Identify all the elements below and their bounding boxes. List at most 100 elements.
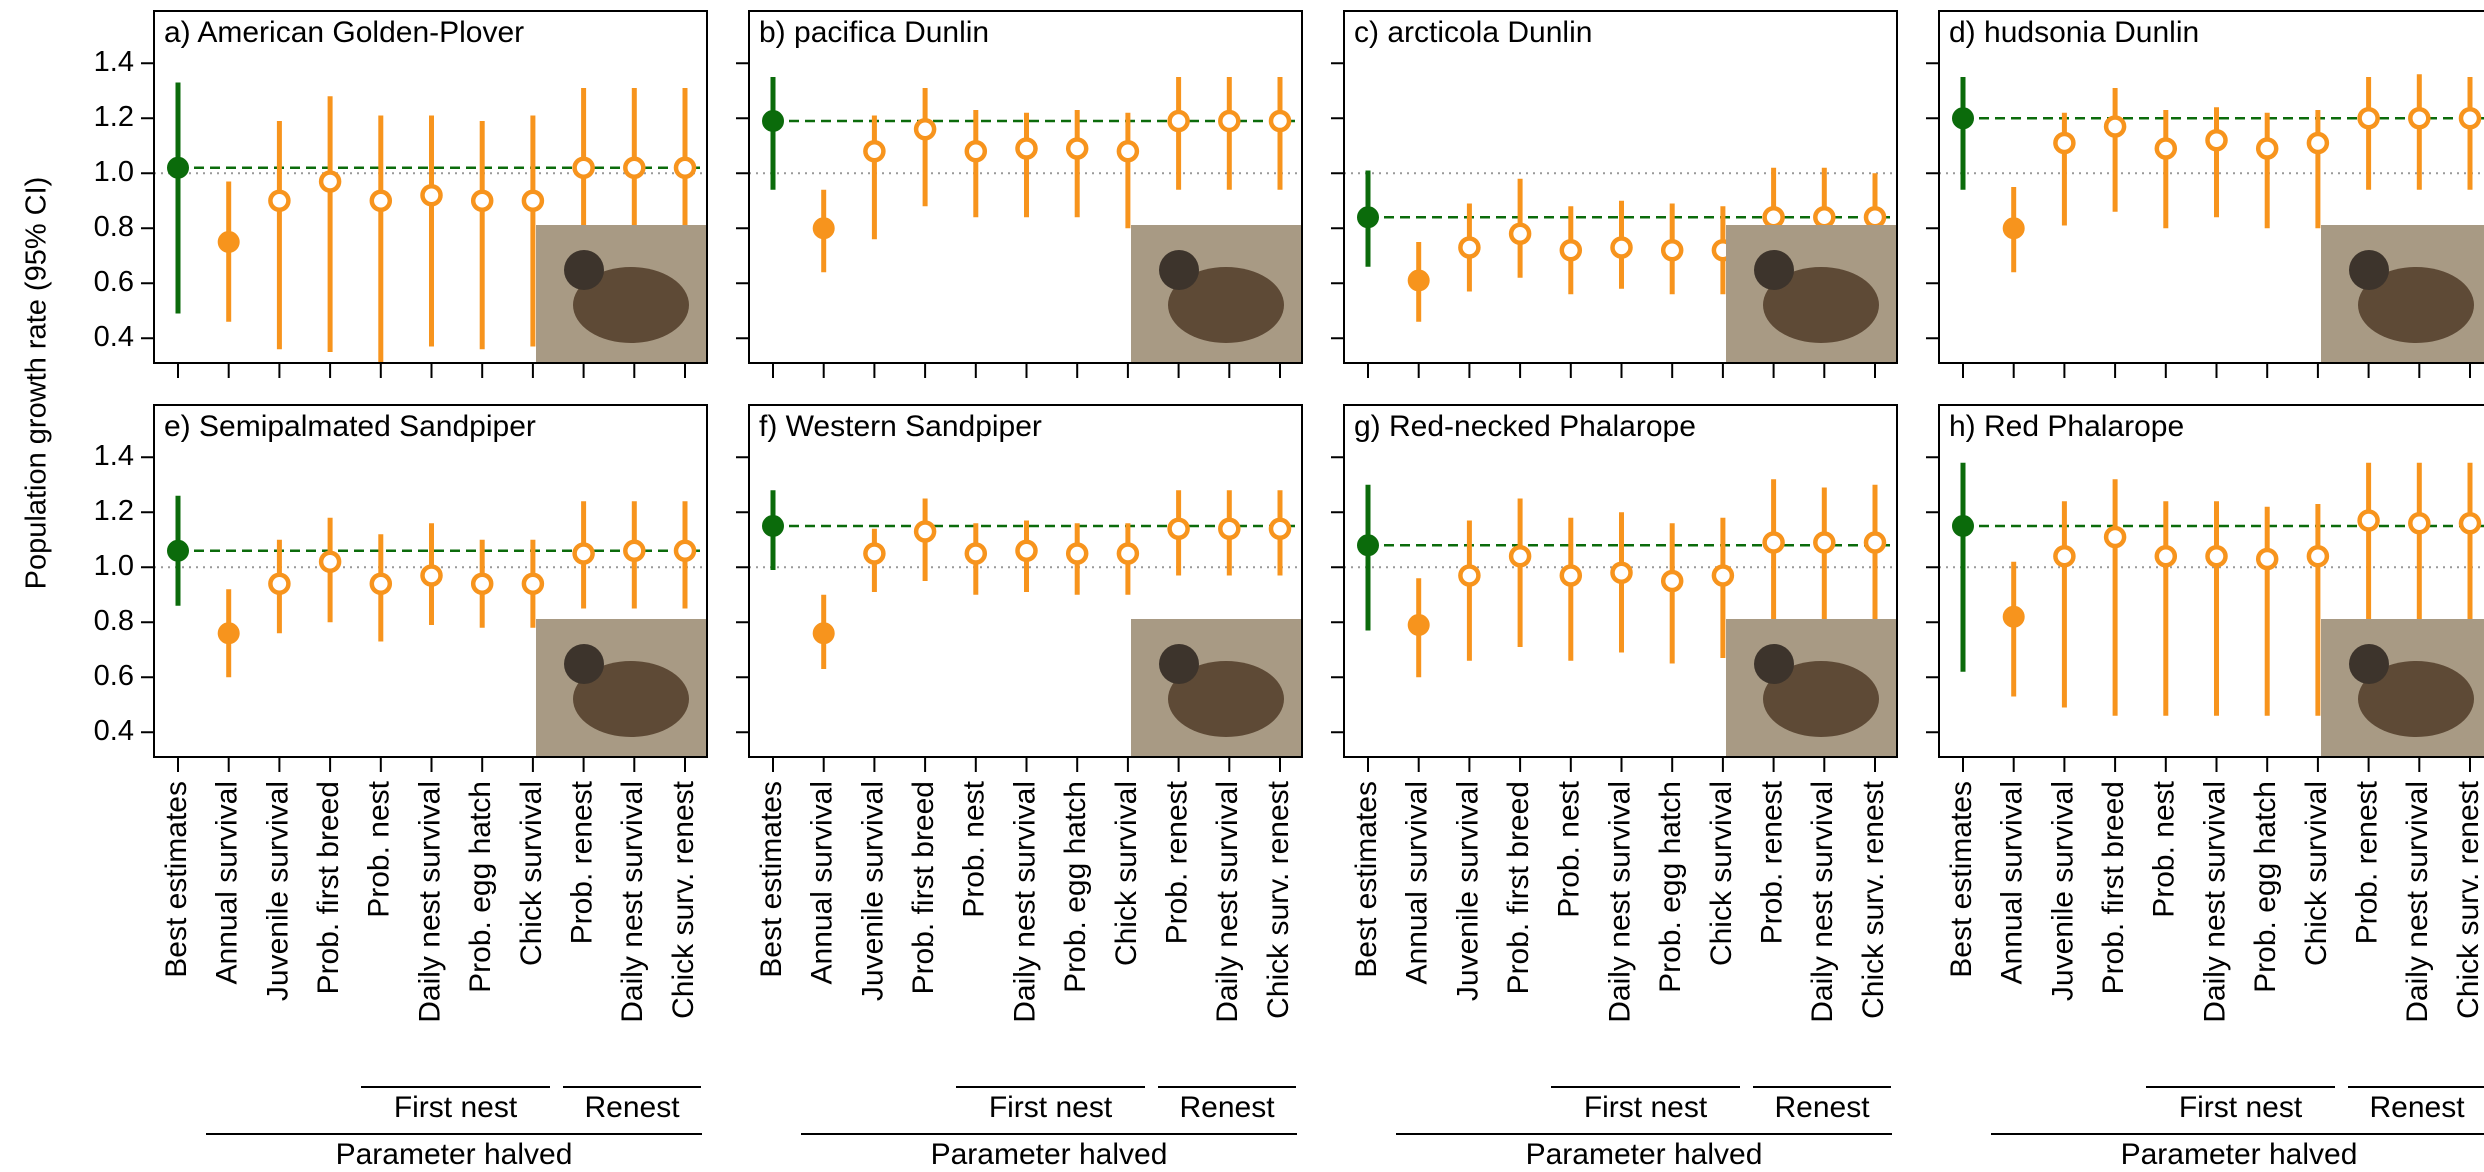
x-tick-label: Chick surv. renest [1857, 780, 1890, 1019]
estimate-marker [1218, 109, 1241, 133]
estimate-marker [1559, 239, 1583, 262]
bird-photo-subject [1168, 661, 1284, 737]
x-tick-label: Juvenile survival [1451, 781, 1484, 1001]
bird-photo-subject [573, 267, 689, 343]
x-tick-label: Prob. renest [1161, 780, 1194, 944]
estimate-marker [1508, 545, 1532, 568]
x-tick-label: Juvenile survival [261, 781, 294, 1001]
y-tick-label: 0.6 [94, 266, 134, 298]
x-tick-label: Prob. first breed [312, 781, 345, 994]
estimate-marker [762, 110, 784, 132]
bird-photo-head [1754, 250, 1794, 290]
estimate-marker [863, 542, 886, 565]
estimate-marker [1268, 109, 1292, 133]
estimate-marker [964, 140, 988, 163]
x-tick-label: Juvenile survival [856, 781, 889, 1001]
estimate-marker [1407, 269, 1430, 292]
estimate-marker [1660, 239, 1684, 262]
x-tick-label: Daily nest survival [1806, 781, 1839, 1023]
estimate-marker [1218, 517, 1241, 540]
x-tick-label: Daily nest survival [616, 781, 649, 1023]
panel-title: d) hudsonia Dunlin [1949, 16, 2199, 49]
estimate-marker [2002, 217, 2025, 240]
x-tick-label: Daily nest survival [2401, 781, 2434, 1023]
estimate-marker [572, 542, 595, 565]
panel: Best estimates Annual survival Juvenile su… [1331, 404, 1898, 1171]
x-tick-label: Prob. egg hatch [1059, 781, 1092, 993]
estimate-marker [863, 140, 886, 163]
estimate-marker [2306, 545, 2330, 568]
bird-photo-head [2349, 644, 2389, 684]
estimate-marker [2103, 115, 2127, 138]
x-tick-label: Prob. nest [363, 780, 396, 917]
estimate-marker [1357, 206, 1379, 229]
estimate-marker [268, 189, 291, 212]
group-label: First nest [2179, 1091, 2303, 1124]
estimate-marker [1116, 542, 1140, 565]
estimate-marker [2357, 509, 2380, 532]
estimate-marker [268, 572, 291, 595]
panel-frame [153, 404, 708, 758]
estimate-marker [913, 118, 937, 141]
estimate-marker [1065, 542, 1089, 565]
bird-photo-head [564, 250, 604, 290]
y-tick-label: 0.6 [94, 660, 134, 692]
estimate-marker [1952, 107, 1974, 130]
estimate-marker [1610, 561, 1633, 584]
group-label: Parameter halved [931, 1138, 1168, 1171]
estimate-marker [217, 622, 240, 645]
x-tick-label: Chick survival [1705, 781, 1738, 966]
x-tick-label: Prob. renest [1756, 780, 1789, 944]
estimate-marker [2458, 107, 2482, 130]
panel-frame [1343, 10, 1898, 364]
group-label: Renest [1179, 1091, 1275, 1124]
estimate-marker [2053, 545, 2076, 568]
panel-frame [153, 10, 708, 364]
estimate-marker [623, 156, 646, 179]
estimate-marker [2255, 547, 2279, 571]
panel-title: c) arcticola Dunlin [1354, 16, 1592, 49]
bird-photo-head [1159, 250, 1199, 290]
x-tick-label: Prob. nest [958, 780, 991, 917]
estimate-marker [2053, 131, 2076, 155]
x-tick-label: Chick surv. renest [1262, 780, 1295, 1019]
estimate-marker [1458, 564, 1481, 587]
estimate-marker [1458, 236, 1481, 259]
y-tick-label: 1.2 [94, 101, 134, 133]
y-tick-label: 1.0 [94, 550, 134, 582]
estimate-marker [1167, 517, 1190, 540]
y-tick-label: 1.2 [94, 495, 134, 527]
y-tick-label: 0.4 [94, 715, 134, 747]
x-tick-label: Daily nest survival [2198, 781, 2231, 1023]
x-tick-label: Best estimates [1945, 781, 1978, 978]
panel-frame [748, 10, 1303, 364]
x-tick-label: Daily nest survival [1008, 781, 1041, 1023]
estimate-marker [2408, 107, 2431, 130]
estimate-marker [1863, 531, 1887, 554]
x-tick-label: Chick surv. renest [667, 780, 700, 1019]
estimate-marker [913, 520, 937, 543]
group-label: First nest [1584, 1091, 1708, 1124]
panel: 0.4 0.6 0.8 1.0 1.2 1.4 Best estimates Annual s… [94, 404, 708, 1171]
panel: c) arcticola Dunlin [1331, 10, 1898, 378]
estimate-marker [2306, 131, 2330, 155]
bird-photo-subject [1763, 267, 1879, 343]
x-tick-label: Daily nest survival [1603, 781, 1636, 1023]
estimate-marker [420, 184, 443, 207]
panel-title: f) Western Sandpiper [759, 410, 1042, 443]
panel: Best estimates Annual survival Juvenile su… [1926, 404, 2484, 1171]
estimate-marker [369, 189, 393, 212]
bird-photo-subject [1763, 661, 1879, 737]
y-tick-label: 1.4 [94, 440, 134, 472]
panel: b) pacifica Dunlin [736, 10, 1303, 378]
y-tick-label: 0.4 [94, 321, 134, 353]
x-tick-label: Chick survival [1110, 781, 1143, 966]
x-tick-label: Prob. egg hatch [2249, 781, 2282, 993]
estimate-marker [1559, 564, 1583, 587]
y-tick-label: 0.8 [94, 605, 134, 637]
estimate-marker [1711, 564, 1735, 587]
panel-frame [1938, 10, 2484, 364]
estimate-marker [470, 189, 494, 212]
x-tick-label: Prob. egg hatch [464, 781, 497, 993]
